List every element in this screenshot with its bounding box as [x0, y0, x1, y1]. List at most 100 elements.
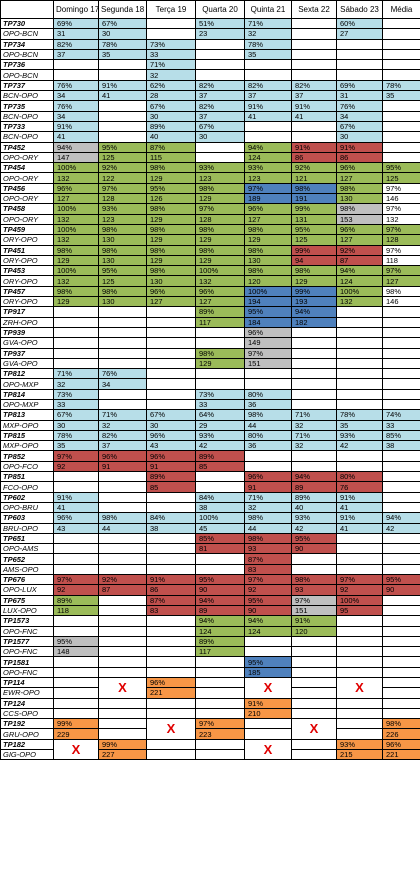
passengers: 41	[53, 131, 99, 143]
passengers: 90	[195, 584, 245, 596]
passengers: 129	[146, 254, 196, 267]
passengers	[195, 48, 245, 61]
passengers: 129	[195, 254, 245, 267]
passengers	[98, 337, 147, 349]
load-factor: 91%	[98, 79, 147, 92]
route: BCN-OPO	[0, 90, 54, 102]
load-factor	[382, 676, 420, 689]
load-factor: 100%	[53, 223, 99, 236]
passengers: 32	[244, 28, 292, 40]
load-factor: 67%	[146, 100, 196, 112]
passengers: 32	[146, 69, 196, 81]
passengers: 87	[336, 254, 383, 267]
load-factor	[53, 676, 99, 689]
load-factor: 95%	[98, 265, 147, 277]
passengers: 27	[336, 28, 383, 40]
cancelled-mark: X	[244, 738, 292, 761]
load-factor: 98%	[291, 265, 337, 277]
load-factor	[195, 471, 245, 483]
load-factor	[382, 306, 420, 318]
flight-code: TP451	[0, 244, 54, 256]
load-factor: 97%	[53, 574, 99, 586]
load-factor: 78%	[98, 38, 147, 50]
passengers: 35	[244, 48, 292, 61]
route: ORY-OPO	[0, 275, 54, 287]
route: CCS-OPO	[0, 707, 54, 720]
load-factor: 98%	[336, 203, 383, 215]
load-factor	[382, 553, 420, 565]
route-row: LUX-OPO 118 83 89 90 151 95	[0, 604, 420, 617]
passengers	[382, 398, 420, 411]
load-factor: 91%	[146, 574, 196, 586]
load-factor: 92%	[336, 244, 383, 256]
passengers	[244, 378, 292, 390]
load-factor: 80%	[336, 471, 383, 483]
load-factor	[195, 738, 245, 751]
load-factor	[291, 635, 337, 648]
route: MXP-OPO	[0, 440, 54, 452]
route: BCN-OPO	[0, 131, 54, 143]
route: OPO-MXP	[0, 398, 54, 411]
route-row: OPO-FCO 92 91 91 85	[0, 460, 420, 473]
passengers	[53, 687, 99, 699]
load-factor: 93%	[98, 203, 147, 215]
load-factor	[53, 59, 99, 71]
load-factor	[98, 326, 147, 339]
load-factor	[98, 697, 147, 709]
passengers	[146, 646, 196, 658]
load-factor: 98%	[244, 244, 292, 256]
load-factor: 91%	[291, 100, 337, 112]
passengers: 132	[53, 213, 99, 225]
load-factor	[98, 59, 147, 71]
load-factor: 94%	[53, 141, 99, 153]
load-factor	[98, 553, 147, 565]
load-factor: 96%	[244, 326, 292, 339]
passengers: 210	[244, 707, 292, 720]
load-factor: 99%	[291, 244, 337, 256]
flight-row: TP736 71%	[0, 59, 420, 71]
passengers: 221	[146, 687, 196, 699]
passengers: 129	[146, 234, 196, 246]
load-factor	[195, 59, 245, 71]
flight-code: TP735	[0, 100, 54, 112]
load-factor: 98%	[146, 265, 196, 277]
load-factor	[336, 615, 383, 627]
passengers: 44	[98, 522, 147, 534]
passengers	[336, 563, 383, 576]
passengers	[195, 378, 245, 390]
load-factor: 94%	[336, 265, 383, 277]
passengers	[53, 707, 99, 720]
load-factor	[98, 471, 147, 483]
load-factor: 98%	[382, 718, 420, 730]
load-factor	[195, 553, 245, 565]
passengers: 41	[98, 90, 147, 102]
load-factor: 91%	[336, 141, 383, 153]
column-header: Quarta 20	[195, 0, 245, 19]
passengers	[291, 646, 337, 658]
load-factor: 82%	[53, 38, 99, 50]
passengers: 34	[53, 110, 99, 122]
passengers	[195, 563, 245, 576]
load-factor	[98, 306, 147, 318]
load-factor: 71%	[244, 17, 292, 30]
load-factor: 98%	[291, 574, 337, 586]
load-factor	[382, 17, 420, 30]
passengers	[53, 563, 99, 576]
passengers	[382, 625, 420, 637]
load-factor: 96%	[336, 223, 383, 236]
load-factor: 97%	[195, 203, 245, 215]
load-factor	[336, 306, 383, 318]
flight-code: TP1577	[0, 635, 54, 648]
passengers: 132	[336, 296, 383, 308]
passengers	[336, 460, 383, 473]
passengers: 124	[195, 625, 245, 637]
load-factor: 64%	[195, 409, 245, 421]
cancelled-mark: X	[98, 677, 147, 699]
load-factor: 97%	[336, 574, 383, 586]
passengers	[195, 707, 245, 720]
flight-code: TP114	[0, 676, 54, 689]
load-factor: 98%	[98, 285, 147, 298]
passengers	[382, 316, 420, 328]
load-factor: 91%	[244, 697, 292, 709]
load-factor	[195, 38, 245, 50]
